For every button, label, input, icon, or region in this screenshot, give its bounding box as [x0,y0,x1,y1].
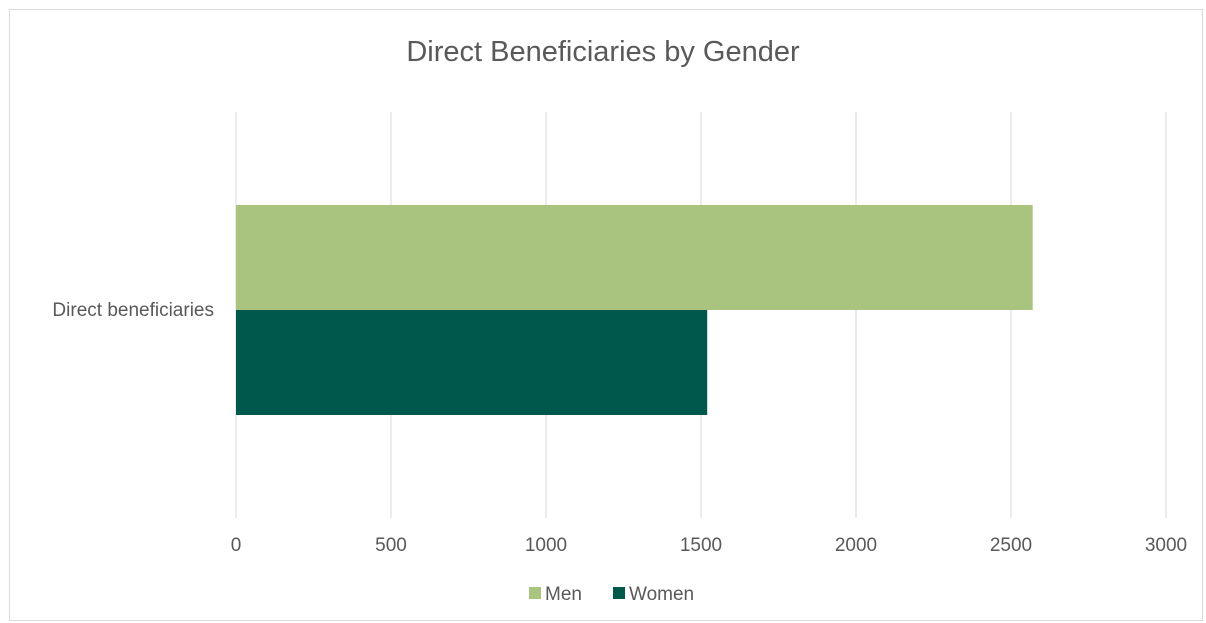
x-tick-label: 2500 [990,535,1032,556]
legend: Men Women [529,584,694,605]
x-tick-label: 1500 [680,535,722,556]
bar-women [236,310,708,415]
x-tick-label: 0 [231,535,242,556]
chart-title: Direct Beneficiaries by Gender [406,36,800,68]
x-tick-label: 1000 [525,535,567,556]
bars [236,205,1033,415]
x-tick-label: 500 [375,535,407,556]
category-labels: Direct beneficiaries [52,300,214,321]
x-tick-labels: 0 500 1000 1500 2000 2500 3000 [231,535,1187,556]
legend-swatch-women [613,587,625,599]
bar-men [236,205,1033,310]
legend-label-men: Men [545,584,582,605]
x-tick-label: 3000 [1145,535,1187,556]
legend-swatch-men [529,587,541,599]
category-label: Direct beneficiaries [52,300,214,321]
x-tick-label: 2000 [835,535,877,556]
legend-label-women: Women [629,584,694,605]
